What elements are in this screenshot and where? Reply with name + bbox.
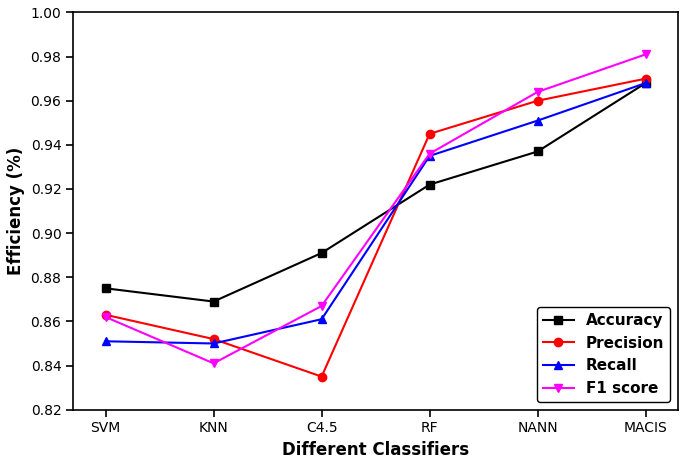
Precision: [642, 76, 650, 82]
F1 score: [425, 151, 434, 157]
F1 score: [318, 303, 326, 309]
Precision: [210, 336, 218, 342]
Line: Recall: Recall: [101, 79, 650, 348]
F1 score: [210, 361, 218, 366]
Recall: [534, 118, 542, 123]
Accuracy: [534, 149, 542, 154]
Line: Precision: Precision: [101, 75, 650, 381]
F1 score: [642, 52, 650, 57]
X-axis label: Different Classifiers: Different Classifiers: [282, 441, 469, 459]
Precision: [534, 98, 542, 103]
Recall: [642, 80, 650, 86]
Recall: [210, 341, 218, 346]
F1 score: [101, 314, 110, 320]
Accuracy: [210, 299, 218, 304]
Recall: [425, 153, 434, 159]
Y-axis label: Efficiency (%): Efficiency (%): [7, 147, 25, 275]
Line: F1 score: F1 score: [101, 50, 650, 368]
Precision: [425, 131, 434, 137]
Precision: [101, 312, 110, 318]
F1 score: [534, 89, 542, 95]
Accuracy: [425, 182, 434, 187]
Accuracy: [101, 286, 110, 291]
Accuracy: [318, 250, 326, 256]
Recall: [101, 338, 110, 344]
Recall: [318, 316, 326, 322]
Line: Accuracy: Accuracy: [101, 79, 650, 306]
Legend: Accuracy, Precision, Recall, F1 score: Accuracy, Precision, Recall, F1 score: [537, 307, 671, 402]
Precision: [318, 374, 326, 379]
Accuracy: [642, 80, 650, 86]
